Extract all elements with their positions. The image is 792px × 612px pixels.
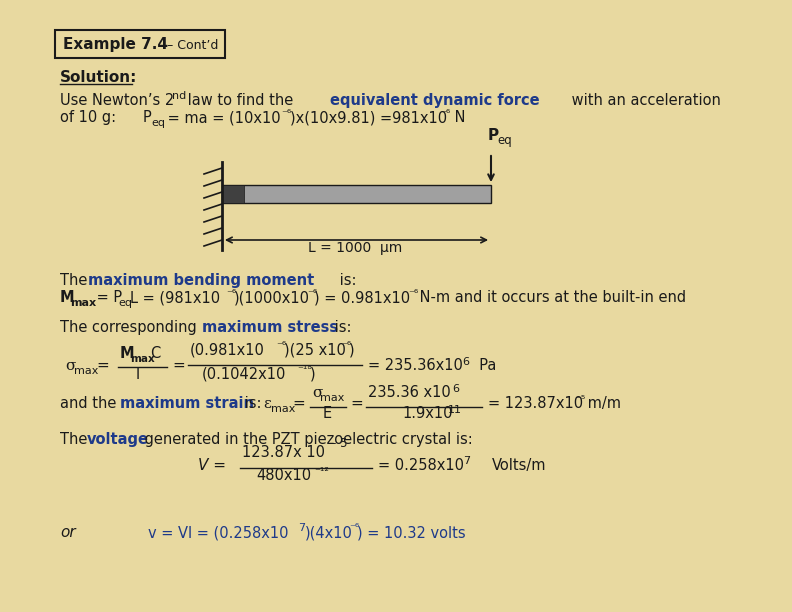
Text: ⁻⁶: ⁻⁶ [349, 523, 360, 533]
Text: equivalent dynamic force: equivalent dynamic force [330, 93, 539, 108]
Text: 235.36 x10: 235.36 x10 [368, 385, 451, 400]
Text: )x(10x9.81) =981x10: )x(10x9.81) =981x10 [290, 110, 447, 125]
Text: max: max [70, 298, 96, 308]
Text: ⁻⁶: ⁻⁶ [440, 109, 450, 119]
Text: σ: σ [312, 386, 322, 400]
Bar [222, 185, 491, 203]
Text: law to find the: law to find the [183, 93, 298, 108]
Text: (0.981x10: (0.981x10 [190, 342, 265, 357]
Text: =: = [96, 358, 109, 373]
Text: or: or [60, 525, 75, 540]
Text: N-m and it occurs at the built-in end: N-m and it occurs at the built-in end [415, 290, 686, 305]
Text: ⁻⁵: ⁻⁵ [575, 395, 585, 405]
Text: ⁻⁶: ⁻⁶ [276, 341, 286, 351]
Text: maximum bending moment: maximum bending moment [88, 273, 314, 288]
Text: The: The [60, 432, 92, 447]
Text: P: P [488, 128, 499, 143]
Text: ⁻¹²: ⁻¹² [314, 467, 329, 477]
Text: max: max [271, 404, 295, 414]
Text: is:: is: [240, 396, 261, 411]
Text: M: M [120, 346, 135, 361]
Text: ) = 10.32 volts: ) = 10.32 volts [357, 525, 466, 540]
Text: =: = [292, 396, 305, 411]
Text: eq: eq [118, 298, 132, 308]
Text: - 5: - 5 [332, 437, 348, 450]
Text: 6: 6 [462, 357, 469, 367]
Text: Example 7.4: Example 7.4 [63, 37, 168, 52]
Text: Volts/m: Volts/m [492, 458, 546, 473]
Bar [222, 185, 244, 203]
Text: ): ) [349, 342, 355, 357]
Text: =: = [350, 396, 363, 411]
Text: with an acceleration: with an acceleration [567, 93, 721, 108]
Text: eq: eq [497, 134, 512, 147]
Text: max: max [130, 354, 154, 364]
Text: Use Newton’s 2: Use Newton’s 2 [60, 93, 174, 108]
Text: ⁻⁶: ⁻⁶ [281, 109, 291, 119]
Text: )(1000x10: )(1000x10 [234, 290, 310, 305]
Text: nd: nd [172, 91, 186, 101]
Text: L = 1000  μm: L = 1000 μm [308, 241, 402, 255]
Text: Solution:: Solution: [60, 70, 137, 85]
Text: maximum stress: maximum stress [202, 320, 338, 335]
Text: Pa: Pa [470, 358, 497, 373]
Text: ⁻⁶: ⁻⁶ [408, 289, 418, 299]
Text: 7: 7 [463, 456, 470, 466]
Text: 123.87x 10: 123.87x 10 [242, 445, 325, 460]
Text: ε: ε [263, 397, 271, 411]
Text: P: P [143, 110, 152, 125]
Text: )(4x10: )(4x10 [305, 525, 353, 540]
Text: L = (981x10: L = (981x10 [130, 290, 220, 305]
Text: and the: and the [60, 396, 121, 411]
Text: = 123.87x10: = 123.87x10 [488, 396, 583, 411]
Text: 7: 7 [298, 523, 305, 533]
Text: 6: 6 [452, 384, 459, 394]
Text: The corresponding: The corresponding [60, 320, 201, 335]
Text: N: N [450, 110, 466, 125]
Text: (0.1042x10: (0.1042x10 [202, 366, 287, 381]
Text: ⁻⁶: ⁻⁶ [226, 289, 236, 299]
Text: = ma = (10x10: = ma = (10x10 [163, 110, 280, 125]
Text: )(25 x10: )(25 x10 [284, 342, 346, 357]
Text: voltage: voltage [87, 432, 149, 447]
Text: V =: V = [198, 458, 226, 473]
Text: ⁻¹⁸: ⁻¹⁸ [297, 365, 312, 375]
Bar [55, 30, 225, 58]
Text: E: E [323, 406, 332, 421]
Text: The: The [60, 273, 92, 288]
Text: ⁻⁶: ⁻⁶ [307, 289, 318, 299]
Text: =: = [172, 358, 185, 373]
Text: = 235.36x10: = 235.36x10 [368, 358, 463, 373]
Text: C: C [150, 346, 160, 361]
Text: 1.9x10: 1.9x10 [402, 406, 452, 421]
Text: I: I [136, 367, 140, 382]
Text: = 0.258x10: = 0.258x10 [378, 458, 464, 473]
Text: is:: is: [335, 273, 356, 288]
Text: v = Vl = (0.258x10: v = Vl = (0.258x10 [148, 525, 288, 540]
Text: M: M [60, 290, 74, 305]
Text: ) = 0.981x10: ) = 0.981x10 [314, 290, 410, 305]
Text: is:: is: [330, 320, 352, 335]
Text: m/m: m/m [583, 396, 621, 411]
Text: 480x10: 480x10 [256, 468, 311, 483]
Text: ⁻⁶: ⁻⁶ [341, 341, 351, 351]
Text: maximum strain: maximum strain [120, 396, 254, 411]
Text: generated in the PZT piezoelectric crystal is:: generated in the PZT piezoelectric cryst… [140, 432, 473, 447]
Text: – Cont’d: – Cont’d [163, 39, 219, 52]
Text: σ: σ [65, 359, 75, 373]
Text: of 10 g:: of 10 g: [60, 110, 116, 125]
Text: ): ) [310, 366, 316, 381]
Text: eq: eq [151, 118, 165, 128]
Text: max: max [74, 366, 98, 376]
Text: 11: 11 [448, 405, 462, 415]
Text: max: max [320, 393, 345, 403]
Text: = P: = P [92, 290, 122, 305]
